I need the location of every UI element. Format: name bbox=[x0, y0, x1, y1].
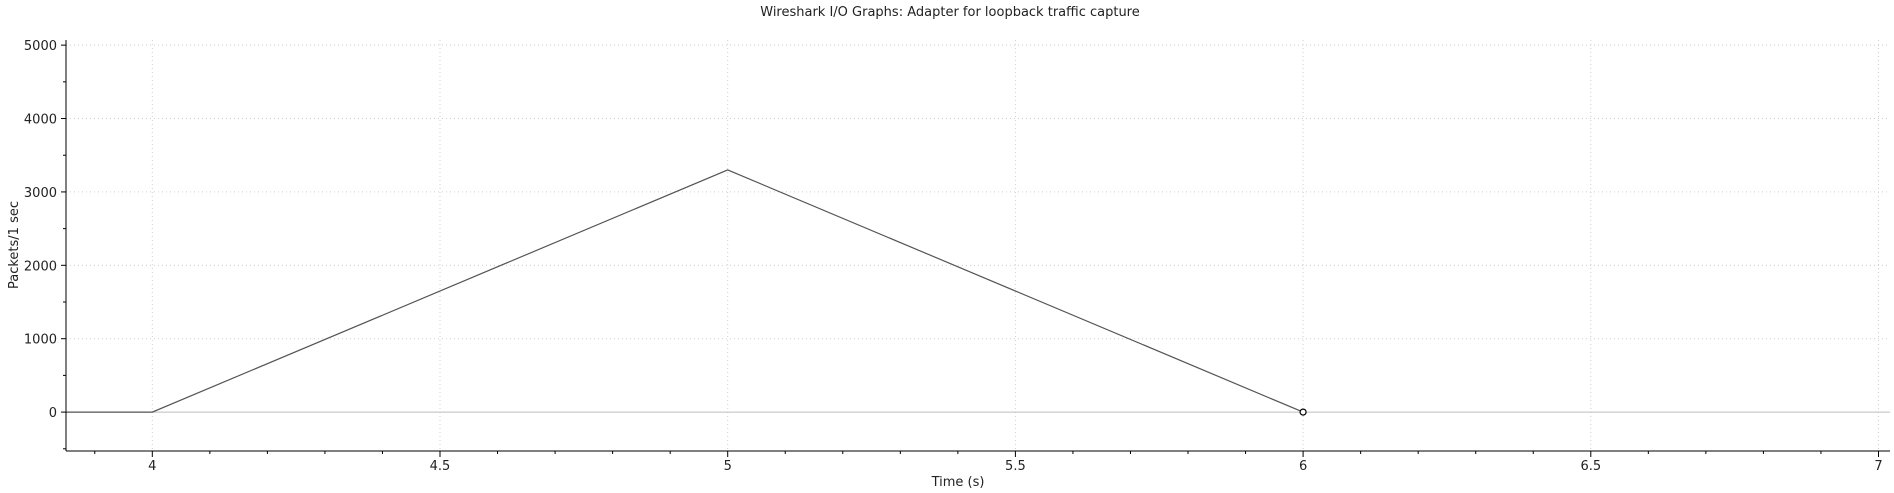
x-tick-label: 4.5 bbox=[430, 459, 451, 474]
grid bbox=[66, 40, 1890, 451]
x-tick-label: 5 bbox=[724, 459, 732, 474]
y-axis-ticks: 0 1000 2000 3000 4000 5000 bbox=[24, 39, 66, 450]
y-tick-label: 4000 bbox=[24, 113, 57, 128]
y-tick-label: 3000 bbox=[24, 186, 57, 201]
chart-title: Wireshark I/O Graphs: Adapter for loopba… bbox=[760, 5, 1140, 20]
x-tick-label: 6.5 bbox=[1580, 459, 1601, 474]
series-line bbox=[66, 169, 1304, 413]
x-tick-label: 6 bbox=[1299, 459, 1307, 474]
y-tick-label: 2000 bbox=[24, 259, 57, 274]
last-point-marker bbox=[1299, 408, 1307, 416]
y-tick-label: 1000 bbox=[24, 333, 57, 348]
y-axis-label: Packets/1 sec bbox=[7, 201, 22, 289]
x-tick-label: 5.5 bbox=[1005, 459, 1026, 474]
x-tick-label: 7 bbox=[1874, 459, 1882, 474]
x-axis-label: Time (s) bbox=[931, 475, 985, 490]
y-tick-label: 5000 bbox=[24, 39, 57, 54]
y-tick-label: 0 bbox=[49, 406, 57, 421]
x-axis-ticks: 4 4.5 5 5.5 6 6.5 7 bbox=[94, 451, 1883, 474]
series-layer bbox=[66, 169, 1307, 416]
x-tick-label: 4 bbox=[148, 459, 156, 474]
